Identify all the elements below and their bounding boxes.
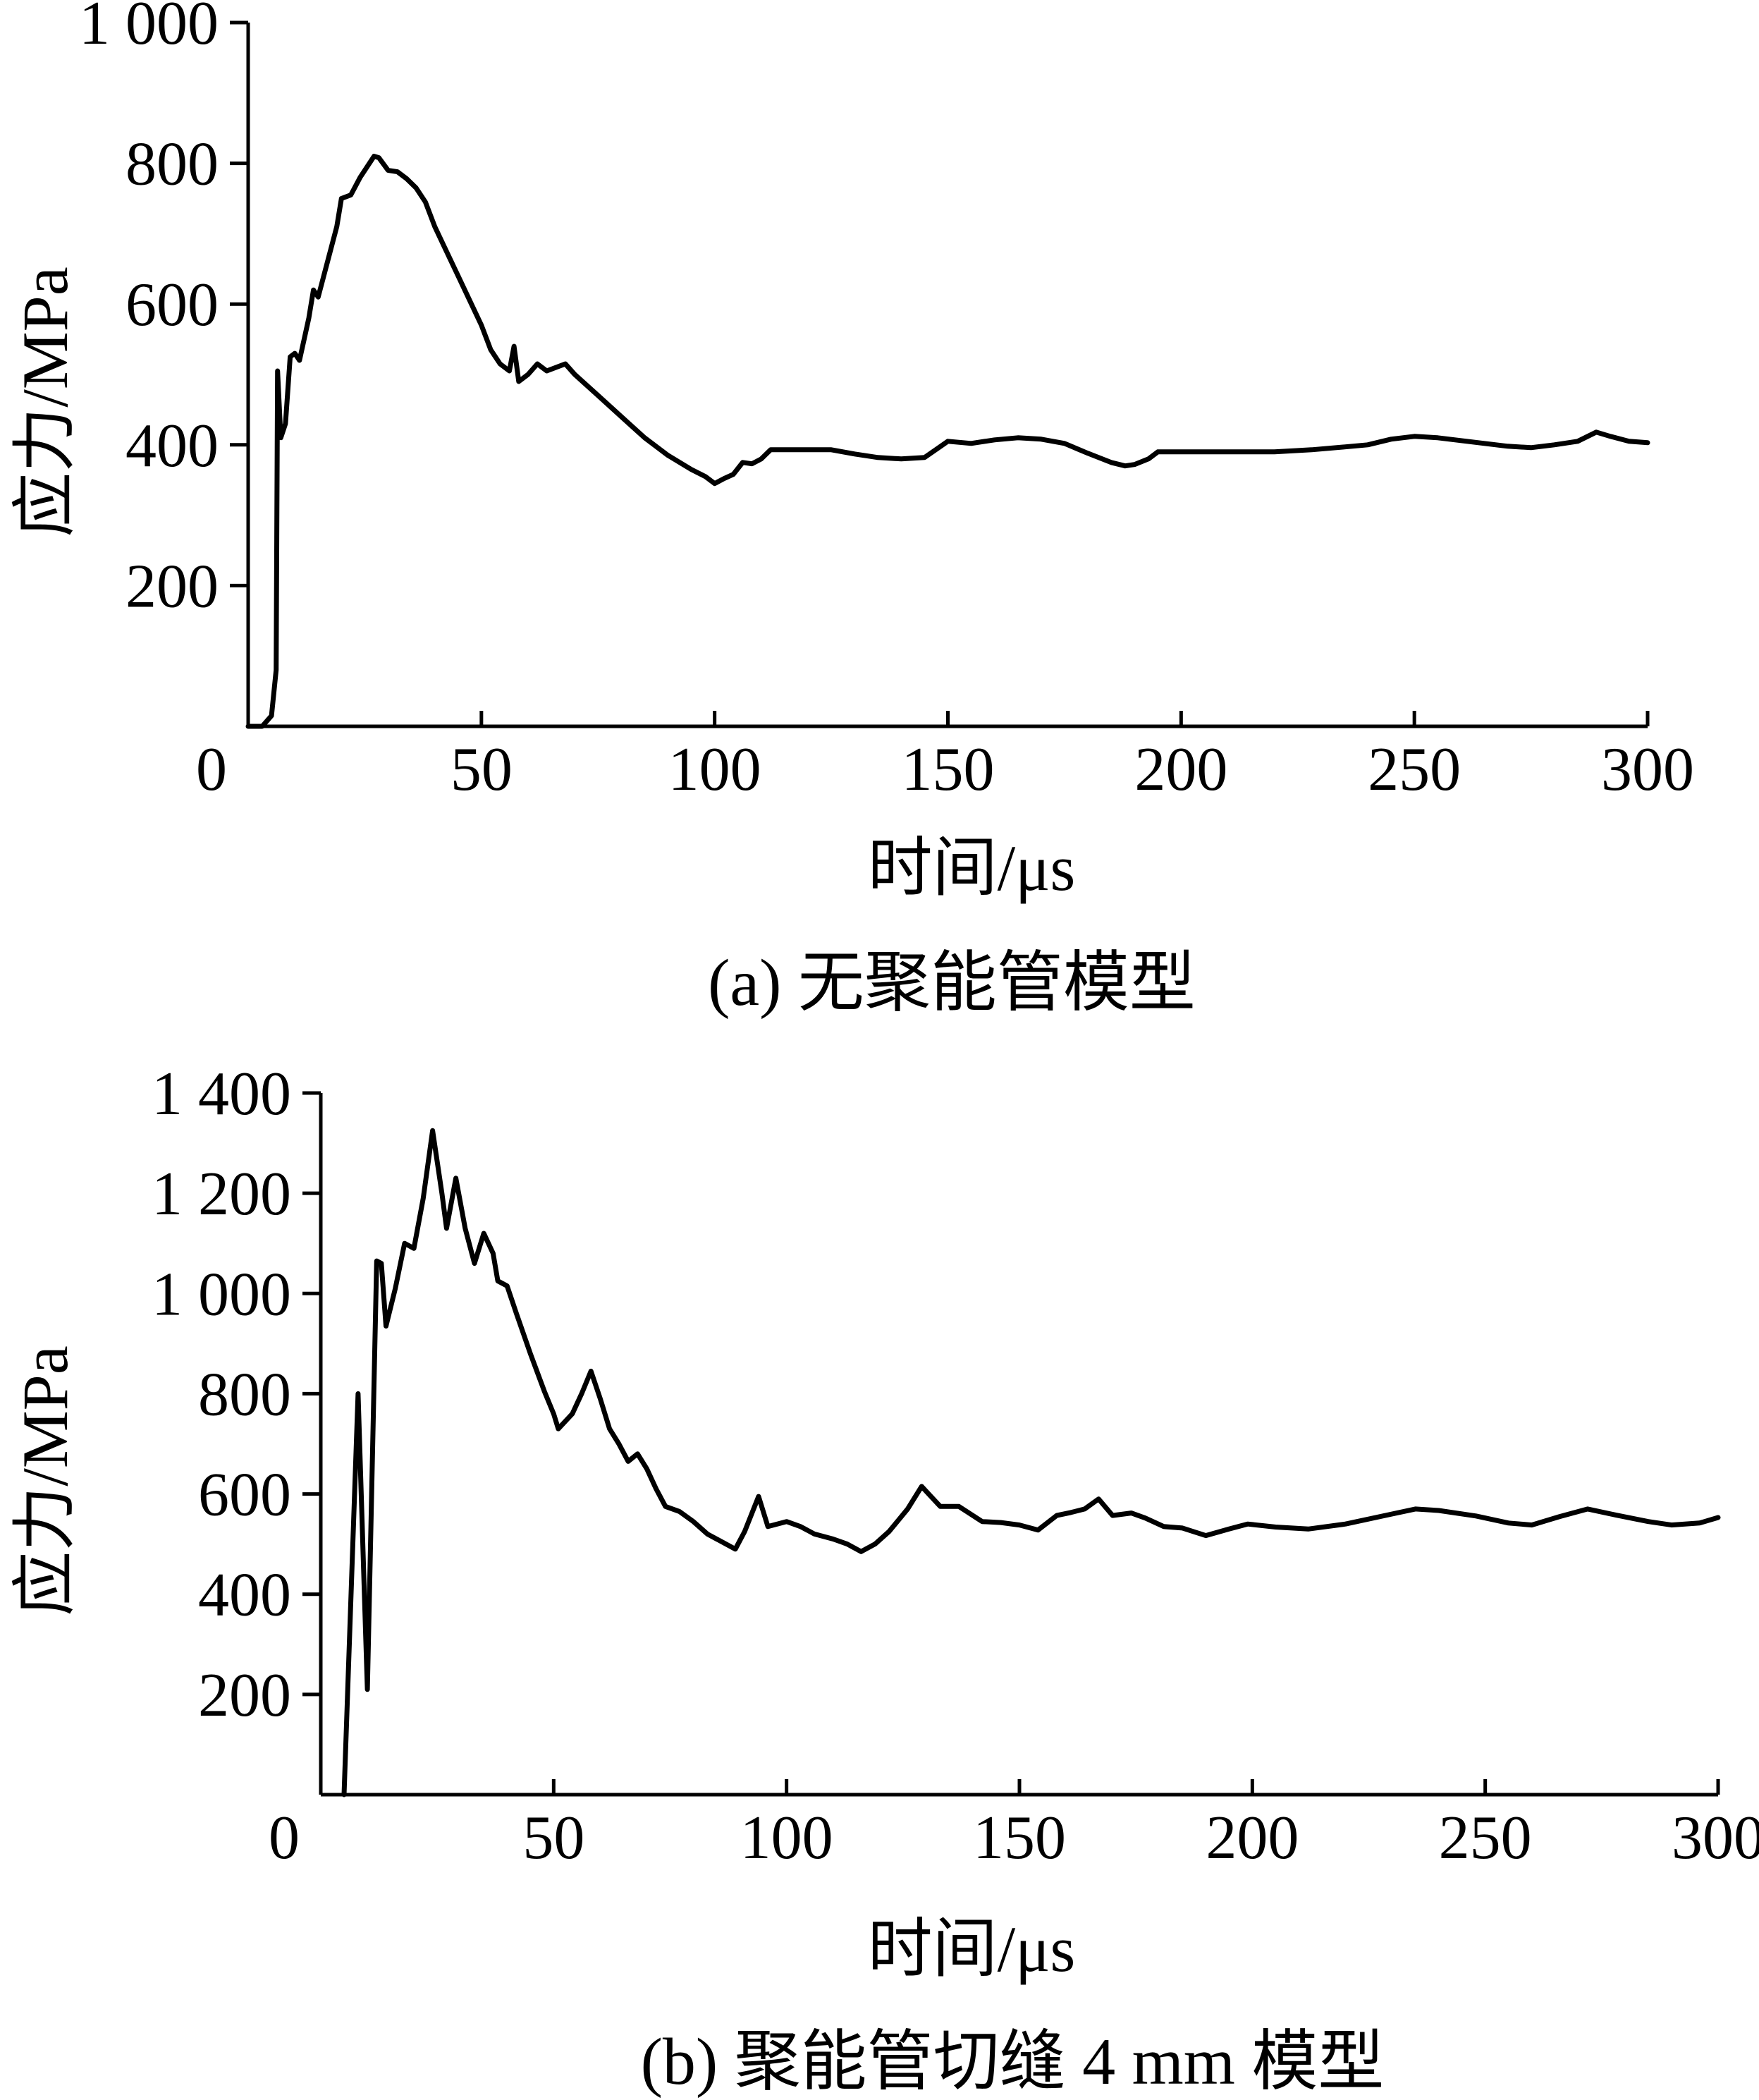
- chart-b-x-tick-label: 200: [1206, 1804, 1299, 1872]
- chart-b-x-tick-label: 150: [973, 1804, 1066, 1872]
- chart-b-x-tick-label: 50: [522, 1804, 584, 1872]
- chart-a-caption: (a) 无聚能管模型: [708, 946, 1196, 1020]
- chart-a-y-tick-label: 800: [125, 130, 219, 199]
- chart-b-xlabel: 时间/μs: [868, 1913, 1076, 1985]
- chart-a-x-tick-label: 150: [902, 735, 995, 804]
- chart-b-ylabel: 应力/MPa: [9, 1345, 81, 1616]
- chart-a-y-tick-label: 400: [125, 412, 219, 480]
- chart-a-x-tick-label: 100: [668, 735, 761, 804]
- chart-a: 时间/μs 应力/MPa (a) 无聚能管模型 0 50 100 150 200 250 3…: [9, 0, 1694, 1020]
- chart-a-x-tick-label: 250: [1368, 735, 1461, 804]
- chart-b-y-tick-label: 1 000: [152, 1260, 291, 1329]
- chart-a-x-tick-label: 200: [1134, 735, 1227, 804]
- chart-b-y-tick-label: 200: [198, 1661, 291, 1730]
- chart-b-y-tick-label: 400: [198, 1561, 291, 1630]
- chart-a-y-tick-label: 1 000: [79, 0, 219, 58]
- chart-a-x-tick-label: 0: [196, 735, 227, 804]
- chart-a-xlabel: 时间/μs: [868, 832, 1076, 904]
- chart-a-y-tick-label: 200: [125, 552, 219, 621]
- chart-b-stress-curve: [341, 1128, 1721, 1797]
- chart-b-x-tick-label: 0: [269, 1804, 300, 1872]
- chart-b: 时间/μs 应力/MPa (b) 聚能管切缝 4 mm 模型 0 50 100 150…: [9, 1060, 1759, 2099]
- chart-a-stress-curve: [245, 154, 1650, 729]
- chart-a-x-tick-label: 300: [1601, 735, 1694, 804]
- chart-a-y-tick-label: 600: [125, 271, 219, 339]
- chart-b-y-tick-label: 600: [198, 1461, 291, 1530]
- chart-b-x-tick-label: 300: [1672, 1804, 1759, 1872]
- chart-b-y-tick-label: 1 200: [152, 1160, 291, 1228]
- chart-a-ylabel: 应力/MPa: [9, 267, 81, 537]
- chart-b-y-tick-label: 800: [198, 1360, 291, 1429]
- chart-b-x-tick-label: 100: [740, 1804, 833, 1872]
- chart-b-caption: (b) 聚能管切缝 4 mm 模型: [641, 2025, 1385, 2099]
- chart-a-x-tick-label: 50: [451, 735, 513, 804]
- chart-b-y-tick-label: 1 400: [152, 1060, 291, 1128]
- chart-b-x-tick-label: 250: [1439, 1804, 1532, 1872]
